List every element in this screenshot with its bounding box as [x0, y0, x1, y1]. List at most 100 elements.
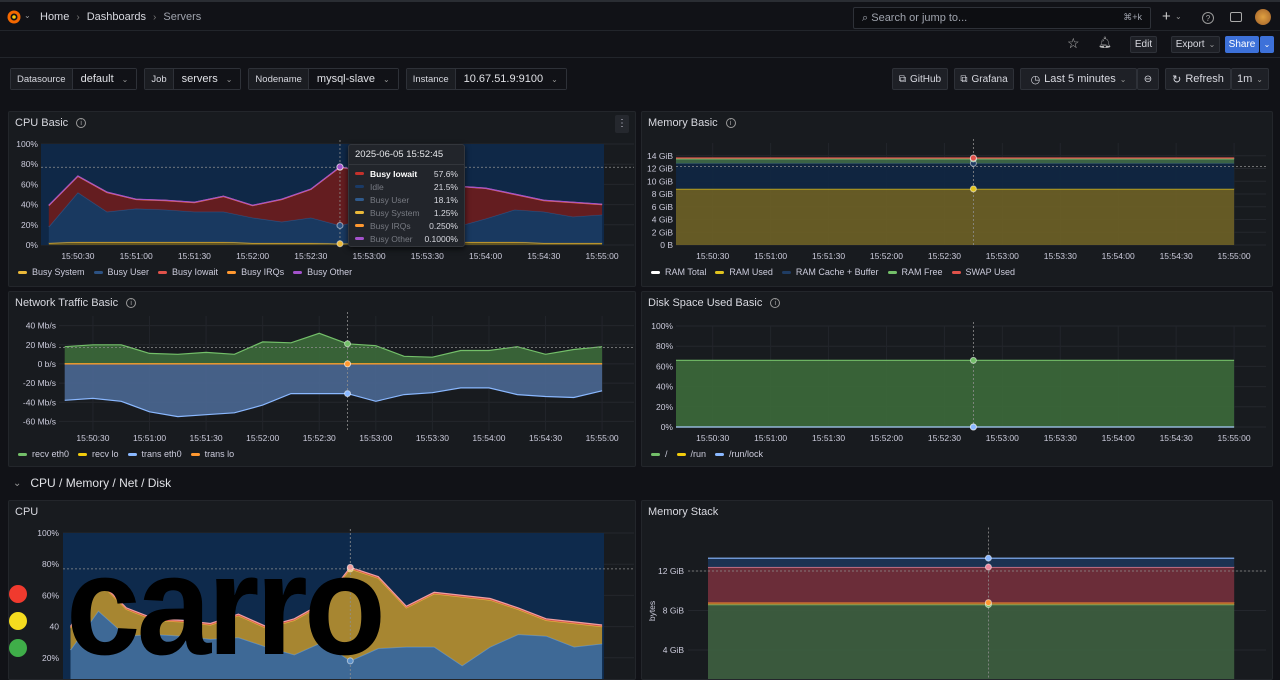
tooltip-row: Busy System 1.25%	[349, 206, 464, 219]
x-tick-label: 15:51:30	[190, 433, 223, 443]
legend-item[interactable]: Busy Iowait	[158, 267, 218, 277]
legend-item[interactable]: RAM Free	[887, 267, 943, 277]
network-chart: -60 Mb/s -40 Mb/s -20 Mb/s 0 b/s 20 Mb/s 40 M…	[23, 312, 634, 443]
star-icon[interactable]: ☆	[1067, 35, 1080, 51]
zoom-out-button[interactable]: ⊖	[1137, 68, 1159, 90]
legend-label: Busy User	[107, 267, 150, 277]
chart-tooltip: 2025-06-05 15:52:45 Busy Iowait 57.6% Idle…	[348, 144, 465, 247]
legend-color-swatch	[951, 270, 961, 274]
legend-item[interactable]: Busy User	[93, 267, 150, 277]
info-icon[interactable]: i	[725, 118, 736, 128]
hover-point-trans-lo	[344, 360, 352, 368]
legend-label: RAM Total	[665, 267, 707, 277]
keyboard-shortcut: ⌘+k	[1123, 12, 1142, 22]
tooltip-row: Busy Iowait 57.6%	[349, 167, 464, 180]
clock-icon: ◷	[1030, 73, 1041, 86]
chevron-down-icon[interactable]: ⌄	[24, 11, 31, 20]
refresh-button[interactable]: ↻ Refresh	[1165, 68, 1231, 90]
series-area-series-0	[708, 604, 1235, 679]
news-icon[interactable]	[1230, 12, 1242, 22]
hover-point-busy-other	[336, 163, 344, 171]
legend-item[interactable]: RAM Used	[715, 267, 773, 277]
legend-label: SWAP Used	[965, 267, 1016, 277]
legend-color-swatch	[78, 452, 88, 456]
edit-button[interactable]: Edit	[1130, 36, 1157, 53]
legend-item[interactable]: trans eth0	[127, 449, 182, 459]
x-tick-label: 15:50:30	[696, 433, 729, 443]
x-tick-label: 15:50:30	[76, 433, 109, 443]
variable-datasource[interactable]: Datasource default ⌄	[10, 68, 138, 90]
x-tick-label: 15:52:30	[928, 433, 961, 443]
x-tick-label: 15:52:30	[928, 251, 961, 261]
tooltip-time: 2025-06-05 15:52:45	[349, 145, 464, 165]
export-button[interactable]: Export ⌄	[1171, 36, 1220, 53]
chevron-right-icon: ›	[76, 11, 80, 23]
legend-label: Busy System	[32, 267, 85, 277]
info-icon[interactable]: i	[126, 298, 137, 308]
series-area--	[676, 360, 1235, 427]
info-icon[interactable]: i	[76, 118, 87, 128]
time-range-picker[interactable]: ◷ Last 5 minutes ⌄	[1020, 68, 1137, 90]
legend-item[interactable]: Busy IRQs	[227, 267, 284, 277]
legend-color-swatch	[887, 270, 897, 274]
x-tick-label: 15:51:30	[812, 433, 845, 443]
legend-item[interactable]: /	[651, 449, 668, 459]
x-tick-label: 15:53:30	[1044, 433, 1077, 443]
chevron-down-icon: ⌄	[225, 74, 233, 84]
x-tick-label: 15:54:00	[1102, 251, 1135, 261]
x-tick-label: 15:54:00	[1102, 433, 1135, 443]
carro-watermark-logo: carro	[9, 560, 386, 661]
panel-memory-stack: Memory Stack 4 GiB 8 GiB 12 GiB bytes	[641, 500, 1273, 680]
hover-point-recv-eth0	[344, 340, 352, 348]
panel-menu-icon[interactable]: ⋮	[615, 115, 629, 133]
variable-job[interactable]: Job servers ⌄	[144, 68, 242, 90]
legend-item[interactable]: /run	[676, 449, 706, 459]
bell-icon[interactable]: 🔔︎	[1098, 37, 1112, 49]
grafana-logo-icon[interactable]	[6, 8, 22, 26]
breadcrumb-dashboards[interactable]: Dashboards	[86, 11, 147, 23]
y-tick-label: 100%	[16, 139, 38, 149]
refresh-interval-picker[interactable]: 1m ⌄	[1231, 68, 1269, 90]
x-tick-label: 15:51:00	[120, 251, 153, 261]
search-input[interactable]: ⌕ Search or jump to... ⌘+k	[853, 7, 1151, 29]
info-icon[interactable]: i	[770, 298, 781, 308]
variable-nodename[interactable]: Nodename mysql-slave ⌄	[248, 68, 399, 90]
legend-item[interactable]: recv lo	[78, 449, 119, 459]
legend-item[interactable]: RAM Cache + Buffer	[781, 267, 879, 277]
legend-item[interactable]: Busy System	[18, 267, 85, 277]
x-tick-label: 15:51:00	[754, 433, 787, 443]
grafana-link[interactable]: ⧉ Grafana	[954, 68, 1014, 90]
github-link[interactable]: ⧉ GitHub	[892, 68, 948, 90]
variable-label: Datasource	[11, 69, 73, 89]
help-icon[interactable]: ?	[1202, 12, 1214, 24]
export-label: Export	[1175, 39, 1205, 50]
variable-instance[interactable]: Instance 10.67.51.9:9100 ⌄	[405, 68, 567, 90]
tooltip-color-swatch	[355, 237, 364, 240]
watermark-text: carro	[66, 560, 382, 661]
tooltip-color-swatch	[355, 224, 364, 227]
legend-item[interactable]: RAM Total	[651, 267, 706, 277]
variable-label: Nodename	[249, 69, 309, 89]
share-options-button[interactable]: ⌄	[1260, 36, 1274, 53]
avatar[interactable]	[1255, 9, 1271, 25]
share-button[interactable]: Share	[1225, 36, 1259, 53]
legend-item[interactable]: Busy Other	[293, 267, 352, 277]
breadcrumb-home[interactable]: Home	[40, 11, 70, 23]
new-button[interactable]: +	[1162, 8, 1171, 25]
chevron-down-icon[interactable]: ⌄	[1175, 12, 1182, 21]
legend-label: Busy IRQs	[241, 267, 285, 277]
legend-item[interactable]: SWAP Used	[951, 267, 1016, 277]
hover-point-trans-eth0	[344, 390, 352, 398]
series-area-ram-free	[676, 158, 1235, 164]
tooltip-color-swatch	[355, 185, 364, 188]
row-header[interactable]: ⌄ CPU / Memory / Net / Disk	[13, 476, 171, 490]
legend-label: recv eth0	[32, 449, 70, 459]
legend-item[interactable]: recv eth0	[18, 449, 69, 459]
x-tick-label: 15:53:30	[1044, 251, 1077, 261]
legend-item[interactable]: /run/lock	[715, 449, 763, 459]
y-axis-label: bytes	[647, 600, 658, 622]
legend-item[interactable]: trans lo	[190, 449, 234, 459]
tooltip-series-name: Busy Iowait	[370, 168, 418, 179]
zoom-out-icon: ⊖	[1143, 73, 1153, 85]
y-tick-label: 0%	[26, 240, 39, 250]
